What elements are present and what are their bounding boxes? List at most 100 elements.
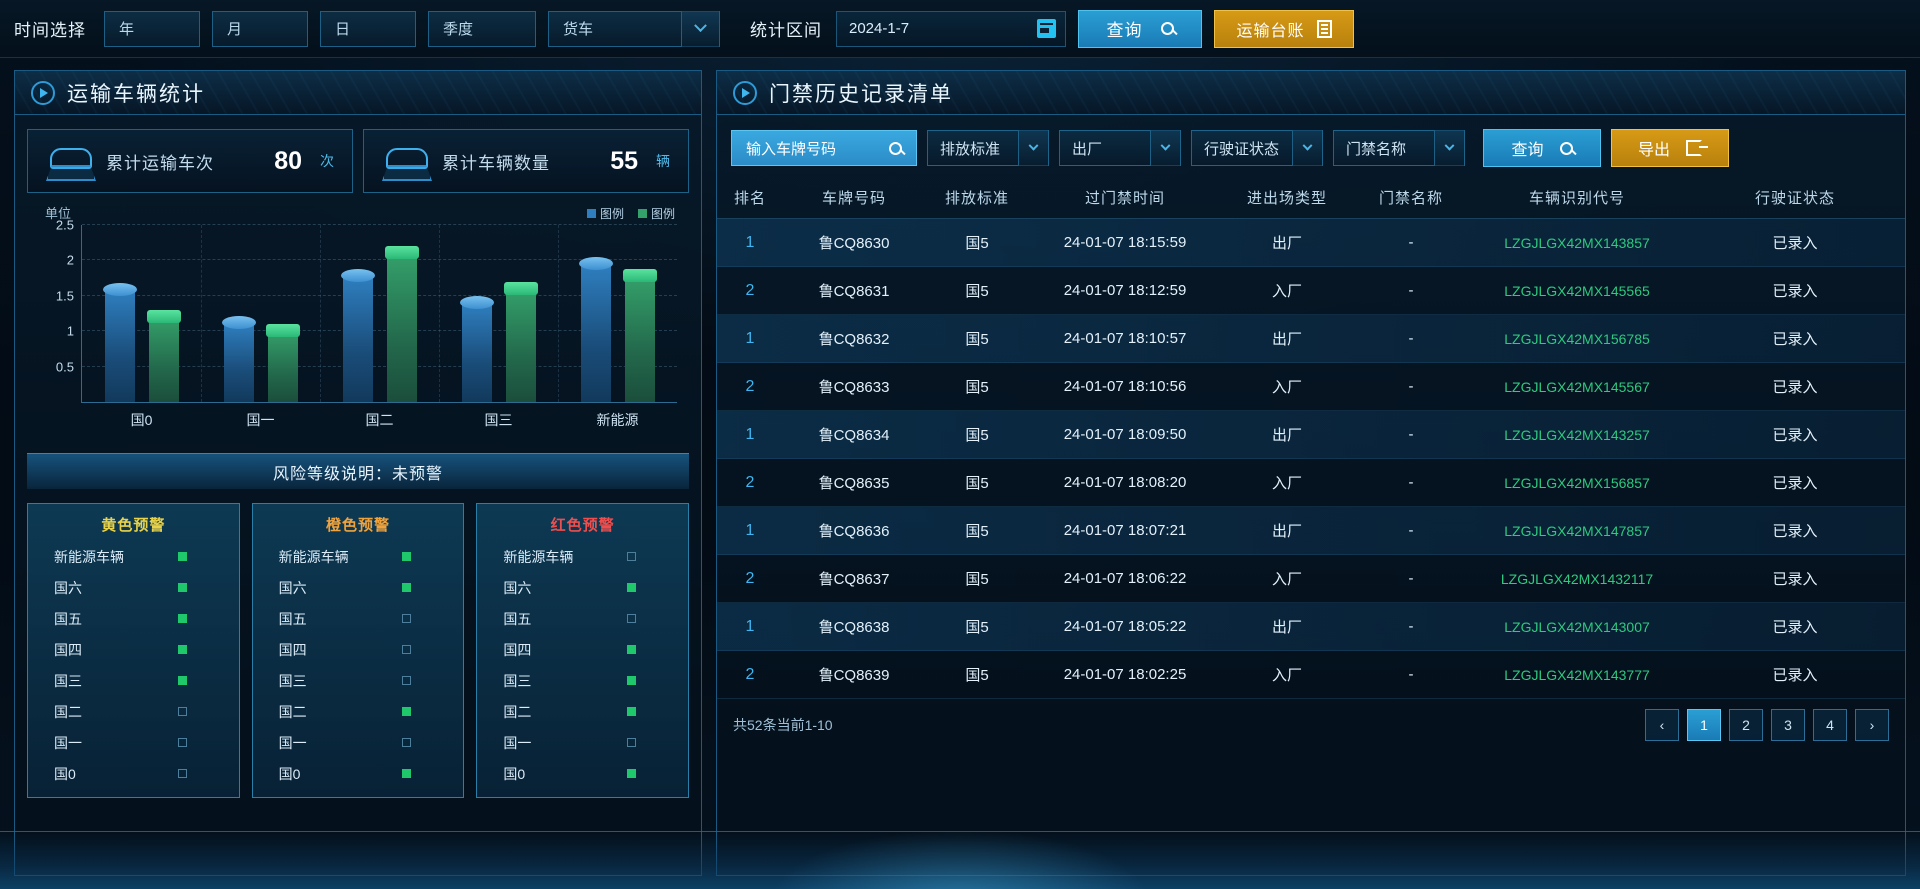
table-query-button[interactable]: 查询	[1483, 129, 1601, 167]
chart-bar[interactable]	[384, 246, 419, 402]
table-row[interactable]: 2 鲁CQ8633 国5 24-01-07 18:10:56 入厂 - LZGJLGX42M…	[717, 362, 1905, 411]
table-cell-time: 24-01-07 18:07:21	[1029, 506, 1221, 555]
chart-bar[interactable]	[265, 324, 300, 402]
warning-status-indicator	[177, 676, 187, 685]
table-cell-vin: LZGJLGX42MX143857	[1469, 218, 1685, 267]
filter-emission-standard[interactable]: 排放标准	[927, 130, 1049, 166]
table-cell-type: 入厂	[1221, 650, 1353, 699]
warning-row: 国五	[28, 603, 239, 634]
table-row[interactable]: 1 鲁CQ8632 国5 24-01-07 18:10:57 出厂 - LZGJLGX42M…	[717, 314, 1905, 363]
filter-gate-name[interactable]: 门禁名称	[1333, 130, 1465, 166]
chart-plot-area: 0.5 1 1.5 2 2.5 国0 国一 国二 国三 新能源	[56, 218, 677, 428]
table-cell-type: 出厂	[1221, 410, 1353, 459]
chart-legend-item[interactable]: 图例	[586, 205, 624, 222]
chevron-down-icon[interactable]	[1018, 130, 1048, 166]
table-cell-time: 24-01-07 18:12:59	[1029, 266, 1221, 315]
warning-status-indicator	[177, 583, 187, 592]
plate-search-input[interactable]: 输入车牌号码	[731, 130, 917, 166]
bottom-decoration	[0, 831, 1920, 889]
pager-prev[interactable]: ‹	[1645, 709, 1679, 741]
calendar-icon[interactable]	[1031, 15, 1061, 43]
table-row[interactable]: 1 鲁CQ8634 国5 24-01-07 18:09:50 出厂 - LZGJLGX42M…	[717, 410, 1905, 459]
stat-value-trips: 80	[274, 146, 302, 175]
chevron-down-icon[interactable]	[1292, 130, 1322, 166]
warning-row-label: 国三	[503, 672, 532, 689]
warning-row-label: 国四	[54, 641, 82, 658]
chart-bar-group: 国二	[320, 225, 439, 428]
warning-row-label: 国二	[54, 703, 82, 720]
table-cell-gate: -	[1353, 506, 1469, 555]
table-cell-rank: 1	[717, 218, 783, 267]
chart-bar[interactable]	[459, 295, 494, 402]
warning-row-label: 国六	[54, 579, 82, 596]
warning-row: 国0	[477, 758, 688, 789]
time-option-quarter[interactable]: 季度	[428, 10, 536, 47]
filter-emission-standard-label: 排放标准	[940, 140, 1001, 158]
warning-card-title: 黄色预警	[101, 517, 166, 534]
filter-license-status[interactable]: 行驶证状态	[1191, 130, 1323, 166]
warning-status-indicator	[177, 707, 187, 716]
chart-bar[interactable]	[340, 268, 375, 402]
table-row[interactable]: 2 鲁CQ8639 国5 24-01-07 18:02:25 入厂 - LZGJLGX42M…	[717, 650, 1905, 699]
table-row[interactable]: 1 鲁CQ8638 国5 24-01-07 18:05:22 出厂 - LZGJLGX42M…	[717, 602, 1905, 651]
warning-level-row: 黄色预警 新能源车辆 国六 国五 国四 国三 国二 国一 国0 橙色预警 新能源车辆 国六 国五 国四 国三…	[15, 489, 701, 810]
table-row[interactable]: 1 鲁CQ8630 国5 24-01-07 18:15:59 出厂 - LZGJLGX42M…	[717, 218, 1905, 267]
warning-row-label: 国六	[503, 579, 532, 596]
chart-bar[interactable]	[102, 283, 137, 402]
chart-bar[interactable]	[146, 310, 181, 402]
warning-row-label: 国三	[278, 672, 307, 689]
table-cell-time: 24-01-07 18:09:50	[1029, 410, 1221, 459]
warning-row: 国六	[477, 572, 688, 603]
pager-next[interactable]: ›	[1855, 709, 1889, 741]
pager-buttons: ‹ 1 2 3 4 ›	[1645, 709, 1889, 741]
table-cell-rank: 2	[717, 554, 783, 603]
chevron-down-icon[interactable]	[1434, 130, 1464, 166]
export-button[interactable]: 导出	[1611, 129, 1729, 167]
table-cell-rank: 1	[717, 314, 783, 363]
chart-bar[interactable]	[578, 256, 613, 402]
warning-row-label: 国一	[54, 734, 82, 751]
stat-value-vehicles: 55	[610, 146, 638, 175]
table-row[interactable]: 2 鲁CQ8637 国5 24-01-07 18:06:22 入厂 - LZGJLGX42M…	[717, 554, 1905, 603]
table-cell-emission: 国5	[925, 218, 1029, 267]
stat-unit-trips: 次	[320, 153, 334, 169]
pager-page-4[interactable]: 4	[1813, 709, 1847, 741]
chart-bar[interactable]	[503, 281, 538, 402]
chevron-down-icon[interactable]	[1150, 130, 1180, 166]
pager-page-1[interactable]: 1	[1687, 709, 1721, 741]
pager-summary: 共52条当前1-10	[733, 717, 833, 733]
table-cell-time: 24-01-07 18:02:25	[1029, 650, 1221, 699]
warning-row: 国三	[253, 665, 464, 696]
chart-legend: 图例 图例	[586, 205, 675, 222]
pager-page-2[interactable]: 2	[1729, 709, 1763, 741]
filter-factory[interactable]: 出厂	[1059, 130, 1181, 166]
vehicle-type-select[interactable]: 货车	[548, 10, 720, 47]
table-column-header: 排名	[717, 177, 783, 219]
chevron-down-icon[interactable]	[681, 10, 719, 47]
search-icon	[889, 141, 902, 155]
date-range-input[interactable]: 2024-1-7	[836, 10, 1066, 47]
table-cell-gate: -	[1353, 458, 1469, 507]
time-option-year[interactable]: 年	[104, 10, 200, 47]
table-row[interactable]: 2 鲁CQ8635 国5 24-01-07 18:08:20 入厂 - LZGJLGX42M…	[717, 458, 1905, 507]
chart-legend-item[interactable]: 图例	[637, 205, 675, 222]
top-toolbar: 时间选择 年 月 日 季度 货车 统计区间 2024-1-7 查询 运输台账	[0, 0, 1920, 58]
table-head: 排名 车牌号码 排放标准 过门禁时间 进出场类型 门禁名称 车辆识别代号 行驶证状态	[717, 177, 1905, 219]
export-label: 导出	[1637, 142, 1670, 159]
query-button[interactable]: 查询	[1078, 9, 1202, 48]
pager-page-3[interactable]: 3	[1771, 709, 1805, 741]
transport-ledger-button[interactable]: 运输台账	[1214, 9, 1354, 48]
table-cell-type: 入厂	[1221, 554, 1353, 603]
table-row[interactable]: 1 鲁CQ8636 国5 24-01-07 18:07:21 出厂 - LZGJLGX42M…	[717, 506, 1905, 555]
time-option-day[interactable]: 日	[320, 10, 416, 47]
chart-y-tick: 1.5	[55, 288, 74, 304]
table-row[interactable]: 2 鲁CQ8631 国5 24-01-07 18:12:59 入厂 - LZGJLGX42M…	[717, 266, 1905, 315]
chart-bar[interactable]	[221, 315, 256, 402]
table-cell-time: 24-01-07 18:05:22	[1029, 602, 1221, 651]
chart-bar[interactable]	[622, 268, 657, 402]
time-option-month[interactable]: 月	[212, 10, 308, 47]
warning-row: 国四	[253, 634, 464, 665]
table-column-header: 车辆识别代号	[1469, 177, 1685, 219]
chart-gridline: 1.5	[56, 288, 677, 303]
table-cell-rank: 2	[717, 650, 783, 699]
